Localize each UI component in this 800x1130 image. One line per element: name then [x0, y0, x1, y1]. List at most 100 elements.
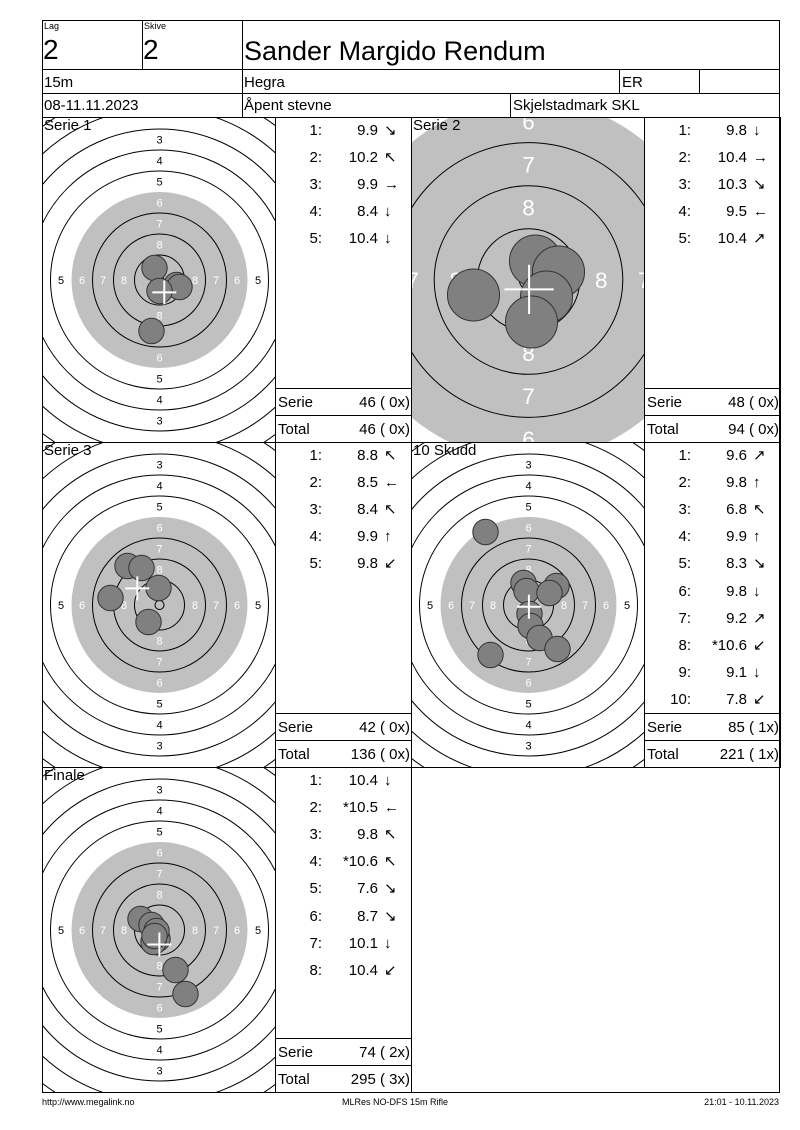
ring-label: 6: [525, 522, 531, 534]
shot-row: 1: 9.9 ↘: [276, 122, 411, 140]
shot-number: 2:: [309, 474, 322, 492]
shot-value: 9.8: [726, 122, 747, 139]
class: ER: [622, 74, 643, 91]
shot-value: 9.1: [726, 663, 747, 681]
shot-hole: [141, 922, 168, 950]
ring-label: 8: [156, 960, 162, 972]
ring-label: 4: [156, 719, 162, 731]
total-score: 94 ( 0x): [728, 421, 779, 438]
shot-hole: [477, 641, 504, 669]
ring-label: 3: [156, 459, 162, 471]
serie-row: Serie 74 ( 2x): [276, 1038, 411, 1066]
ring-label: 7: [525, 656, 531, 668]
direction-arrow-icon: ↘: [753, 176, 766, 194]
ring-label: 4: [156, 155, 162, 167]
ring-5: [419, 495, 638, 715]
grid-line: [42, 20, 43, 1093]
ring-label: 3: [156, 134, 162, 146]
direction-arrow-icon: ↓: [753, 663, 761, 681]
shot-value: 9.9: [357, 176, 378, 194]
shot-number: 7:: [678, 609, 691, 627]
ring-label: 4: [525, 480, 531, 492]
serie-label: Serie: [647, 719, 683, 736]
ring-label: 6: [156, 1002, 162, 1014]
footer-url[interactable]: http://www.megalink.no: [42, 1097, 135, 1107]
ring-label: 3: [156, 740, 162, 752]
ring-label: 5: [156, 501, 162, 513]
ring-label: 5: [58, 925, 64, 937]
ring-label: 7: [156, 981, 162, 993]
shot-hole: [135, 608, 162, 636]
ring-label: 7: [213, 275, 219, 287]
ring-label: 5: [624, 600, 630, 612]
direction-arrow-icon: ↓: [753, 582, 761, 600]
shot-row: 2: 10.2 ↖: [276, 149, 411, 167]
direction-arrow-icon: ←: [384, 799, 399, 817]
shot-row: 5: 10.4 ↓: [276, 230, 411, 248]
shot-row: 1: 10.4 ↓: [276, 772, 411, 790]
shot-value: 8.4: [357, 501, 378, 519]
grid-line: [411, 767, 412, 1093]
direction-arrow-icon: ↙: [753, 690, 766, 708]
ring-label: 5: [58, 275, 64, 287]
shot-number: 4:: [678, 528, 691, 546]
shot-hole: [141, 254, 168, 282]
lag-value: 2: [43, 34, 59, 65]
serie-label: Serie: [647, 394, 683, 411]
total-score: 295 ( 3x): [350, 1071, 410, 1088]
ring-label: 5: [156, 1023, 162, 1035]
direction-arrow-icon: ↖: [384, 853, 397, 871]
skive-label: Skive: [144, 21, 167, 31]
serie-score: 46 ( 0x): [359, 394, 410, 411]
direction-arrow-icon: ↑: [753, 474, 761, 492]
direction-arrow-icon: ↖: [384, 501, 397, 519]
grid-line: [411, 1092, 780, 1093]
ring-label: 7: [469, 600, 475, 612]
shot-value: 9.8: [357, 826, 378, 844]
grid-line: [142, 20, 143, 70]
ring-label: 8: [156, 564, 162, 576]
shot-number: 3:: [678, 501, 691, 519]
ring-label: 3: [156, 1065, 162, 1077]
shot-value: 8.8: [357, 447, 378, 464]
total-row: Total 94 ( 0x): [645, 415, 780, 442]
shot-row: 8: *10.6 ↙: [645, 637, 780, 655]
shot-hole: [544, 635, 571, 663]
serie-score: 74 ( 2x): [359, 1044, 410, 1061]
ring-label: 5: [255, 275, 261, 287]
footer-program: MLRes NO-DFS 15m Rifle: [342, 1097, 449, 1107]
ring-label: 6: [234, 275, 240, 287]
ring-4: [43, 799, 275, 1061]
shot-list: 1: 9.9 ↘ 2: 10.2 ↖ 3: 9.9 → 4: 8.4 ↓ 5: 10.4 ↓ Serie 46 …: [276, 118, 411, 442]
serie-score: 48 ( 0x): [728, 394, 779, 411]
shot-number: 6:: [309, 907, 322, 925]
shot-value: 10.4: [348, 961, 378, 979]
ring-4: [412, 474, 644, 736]
direction-arrow-icon: ↖: [753, 501, 766, 519]
shot-number: 7:: [309, 934, 322, 952]
shot-row: 3: 6.8 ↖: [645, 501, 780, 519]
ring-3: [43, 128, 275, 432]
ring-label: 5: [58, 600, 64, 612]
grid-line: [780, 117, 781, 443]
shot-number: 4:: [309, 528, 322, 546]
total-label: Total: [278, 746, 310, 763]
ring-label: 4: [156, 1044, 162, 1056]
shot-row: 3: 9.9 →: [276, 176, 411, 194]
shot-value: 9.8: [726, 474, 747, 492]
direction-arrow-icon: ↓: [384, 203, 392, 221]
ring-label: 3: [156, 415, 162, 427]
shot-row: 10: 7.8 ↙: [645, 691, 780, 709]
grid-line: [644, 117, 645, 442]
ring-label: 8: [192, 275, 198, 287]
direction-arrow-icon: ↙: [384, 555, 397, 573]
shot-number: 5:: [678, 230, 691, 248]
shot-row: 1: 9.6 ↗: [645, 447, 780, 465]
shot-row: 6: 8.7 ↘: [276, 908, 411, 926]
ring-7: [412, 142, 644, 418]
direction-arrow-icon: →: [384, 176, 399, 194]
panel-title: Serie 2: [413, 118, 461, 134]
ring-8: [482, 558, 575, 652]
shot-number: 2:: [309, 799, 322, 817]
